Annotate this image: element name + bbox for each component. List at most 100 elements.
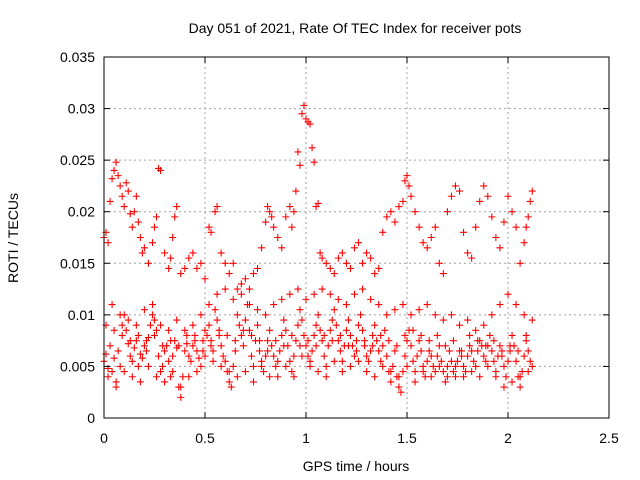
data-point — [247, 331, 255, 339]
data-point — [496, 342, 504, 350]
data-point — [181, 347, 189, 355]
data-point — [245, 285, 253, 293]
data-point — [367, 295, 375, 303]
data-point — [266, 326, 274, 334]
data-point — [217, 249, 225, 257]
data-point — [397, 388, 405, 396]
data-point — [136, 234, 144, 241]
data-point — [153, 326, 161, 334]
data-point — [157, 166, 165, 174]
data-point — [322, 362, 330, 370]
data-point — [116, 362, 124, 370]
data-point — [233, 311, 241, 319]
data-point — [407, 311, 415, 319]
data-point — [203, 331, 211, 339]
data-point — [197, 259, 205, 267]
data-point — [211, 306, 219, 314]
data-point — [175, 342, 183, 350]
data-point — [221, 285, 229, 293]
data-point — [155, 352, 163, 360]
x-tick-label: 1 — [302, 430, 310, 446]
data-point — [227, 383, 235, 391]
data-point — [126, 210, 134, 218]
data-point — [474, 337, 482, 345]
data-point — [310, 290, 318, 298]
data-point — [274, 357, 282, 365]
data-point — [256, 347, 264, 355]
data-point — [120, 203, 128, 211]
data-point — [468, 254, 476, 262]
y-tick-label: 0.03 — [68, 101, 95, 117]
data-point — [316, 326, 324, 334]
data-point — [270, 352, 278, 360]
data-point — [482, 357, 490, 365]
data-point — [134, 331, 142, 339]
data-point — [320, 331, 328, 339]
data-point — [464, 249, 472, 257]
data-point — [342, 326, 350, 334]
data-point — [258, 362, 266, 370]
data-point — [239, 342, 247, 350]
data-point — [346, 362, 354, 370]
data-point — [522, 331, 530, 339]
data-point — [449, 337, 457, 345]
data-point — [411, 378, 419, 386]
data-point — [344, 342, 352, 350]
data-point — [193, 264, 201, 272]
data-point — [138, 249, 146, 257]
data-point — [118, 321, 126, 329]
data-point — [415, 337, 423, 345]
data-point — [514, 347, 522, 355]
data-point — [201, 275, 209, 283]
data-point — [365, 357, 373, 365]
data-point — [249, 362, 257, 370]
data-point — [151, 331, 158, 339]
data-point — [140, 306, 148, 314]
data-point — [355, 357, 363, 365]
data-point — [266, 208, 274, 216]
data-point — [377, 331, 385, 339]
data-point — [445, 347, 453, 355]
data-point — [173, 203, 181, 211]
data-point — [439, 368, 447, 376]
data-point — [411, 368, 419, 376]
data-point — [201, 326, 209, 334]
data-point — [171, 213, 179, 221]
data-point — [268, 342, 276, 350]
data-point — [225, 270, 233, 278]
data-point — [419, 239, 427, 247]
data-point — [456, 321, 464, 329]
data-point — [413, 352, 421, 360]
data-point — [205, 301, 213, 309]
data-point — [221, 259, 229, 267]
data-point — [314, 311, 322, 319]
data-point — [159, 342, 167, 350]
data-point — [300, 101, 308, 109]
data-point — [237, 280, 245, 288]
data-point — [403, 172, 411, 180]
data-point — [181, 264, 189, 272]
data-point — [433, 352, 441, 360]
data-point — [528, 187, 536, 195]
data-point — [153, 373, 161, 381]
data-point — [405, 182, 413, 190]
data-point — [454, 357, 461, 365]
data-point — [104, 373, 112, 381]
data-point — [157, 321, 165, 329]
data-point — [106, 342, 114, 350]
data-point — [508, 378, 516, 386]
data-point — [346, 264, 354, 272]
data-point — [431, 368, 439, 376]
y-tick-label: 0.035 — [60, 49, 95, 65]
data-point — [476, 197, 484, 205]
data-point — [512, 301, 520, 309]
data-point — [233, 373, 241, 381]
data-point — [441, 342, 449, 350]
data-point — [193, 347, 201, 355]
data-point — [300, 331, 308, 339]
data-point — [338, 357, 346, 365]
data-point — [447, 192, 455, 200]
data-point — [296, 161, 304, 169]
data-point — [480, 352, 488, 360]
data-point — [292, 337, 300, 345]
